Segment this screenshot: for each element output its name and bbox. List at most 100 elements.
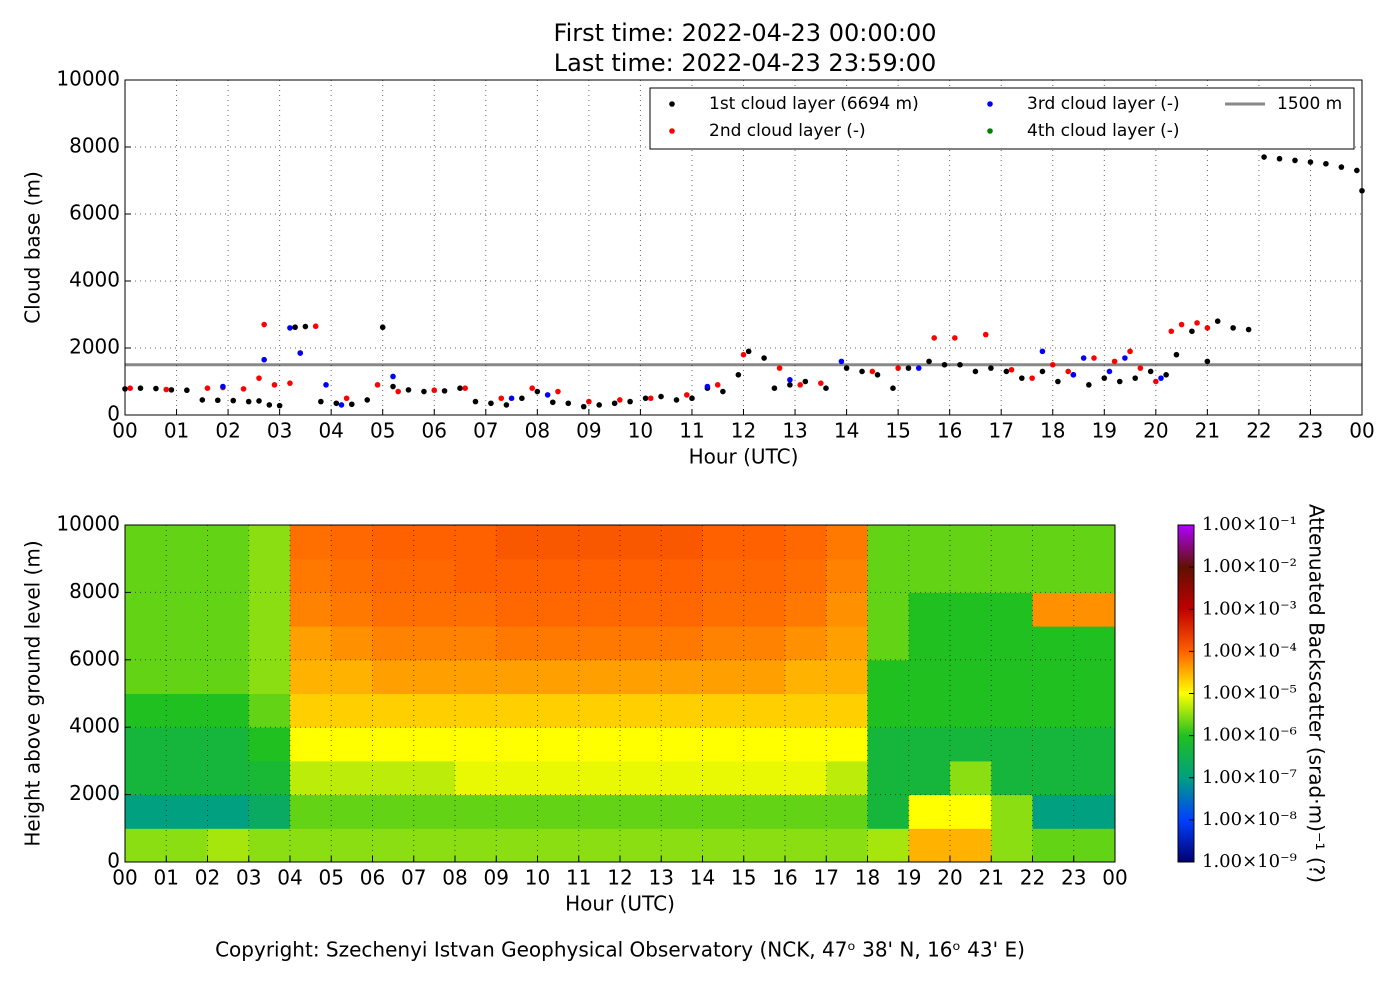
heatmap-cell	[578, 626, 621, 661]
x-tick-label: 08	[525, 419, 550, 443]
cloud-point	[292, 324, 298, 331]
heatmap-cell	[661, 592, 703, 627]
plot-frame	[124, 79, 1363, 416]
heatmap-cell	[950, 558, 992, 593]
heatmap-cell	[290, 693, 332, 728]
cloud-point	[549, 399, 556, 406]
x-tick-label: 14	[834, 419, 859, 443]
heatmap-cell	[1073, 760, 1116, 796]
heatmap-cell	[248, 525, 291, 560]
x-tick-label: 22	[1246, 419, 1271, 443]
heatmap-cell	[331, 525, 373, 560]
heatmap-cell	[661, 727, 703, 762]
x-tick-label: 17	[988, 419, 1013, 443]
cloud-point	[271, 382, 278, 388]
heatmap-cell	[1073, 626, 1116, 661]
x-tick-label: 16	[937, 419, 962, 443]
colorbar-tick-label: 1.00×10⁻⁸	[1202, 809, 1297, 830]
heatmap-cell	[991, 525, 1033, 560]
y-tick-label: 4000	[69, 714, 120, 738]
x-tick-label: 06	[422, 419, 447, 443]
heatmap-cell	[908, 693, 951, 728]
x-tick-label: 01	[154, 866, 179, 890]
cloud-point	[488, 400, 494, 407]
heatmap-cell	[991, 659, 1033, 694]
x-tick-label: 21	[1195, 419, 1220, 443]
heatmap-cell	[166, 828, 208, 863]
cloud-point	[127, 385, 133, 392]
colorbar-tick-label: 1.00×10⁻⁵	[1202, 683, 1297, 704]
heatmap-cell	[496, 727, 538, 762]
heatmap-cell	[867, 794, 910, 829]
heatmap-cell	[702, 693, 745, 728]
heatmap-cell	[867, 626, 910, 661]
heatmap-cell	[248, 794, 291, 829]
cloud-point	[714, 382, 721, 388]
heatmap-cell	[537, 659, 580, 694]
heatmap-cell	[826, 693, 868, 728]
x-tick-label: 23	[1298, 419, 1323, 443]
heatmap-cell	[207, 525, 250, 560]
cloud-point	[1178, 321, 1185, 328]
heatmap-cell	[413, 592, 456, 627]
heatmap-cell	[661, 693, 703, 728]
colorbar-label: Attenuated Backscatter (srad·m)⁻¹ (?)	[1305, 504, 1329, 883]
title-line: First time: 2022-04-23 00:00:00	[554, 19, 937, 47]
y-tick-label: 0	[107, 402, 120, 426]
legend-label: 2nd cloud layer (-)	[709, 121, 866, 141]
x-tick-label: 06	[360, 866, 385, 890]
heatmap-cell	[620, 794, 662, 829]
heatmap-cell	[166, 693, 208, 728]
heatmap-cell	[496, 659, 538, 694]
cloud-point	[374, 382, 381, 388]
colorbar-tick-label: 1.00×10⁻⁷	[1202, 767, 1297, 788]
heatmap-cell	[290, 558, 332, 593]
heatmap-cell	[620, 727, 662, 762]
cloud-point	[287, 380, 293, 386]
heatmap-cell	[743, 558, 786, 593]
heatmap-cell	[826, 794, 868, 829]
legend-marker	[987, 101, 993, 107]
legend: 1st cloud layer (6694 m) 2nd cloud layer …	[649, 87, 1355, 150]
cloud-point	[199, 397, 206, 403]
heatmap-cell	[290, 592, 332, 627]
heatmap-cell	[413, 626, 456, 661]
heatmap-cell	[125, 828, 167, 863]
heatmap-cell	[991, 828, 1033, 863]
heatmap-cell	[125, 626, 167, 661]
cloud-point	[1194, 320, 1200, 326]
heatmap-cell	[908, 794, 951, 829]
cloud-point	[611, 400, 618, 407]
x-tick-label: 08	[442, 866, 467, 890]
heatmap-cell	[372, 693, 415, 728]
y-tick-label: 4000	[69, 268, 120, 292]
heatmap-cell	[537, 558, 580, 593]
x-tick-label: 13	[782, 419, 807, 443]
legend-marker	[669, 128, 675, 134]
x-tick-label: 04	[318, 419, 343, 443]
heatmap-cell	[537, 592, 580, 627]
heatmap-cell	[1032, 558, 1075, 593]
cloud-point	[323, 382, 329, 388]
heatmap-cell	[207, 592, 250, 627]
cloud-point	[153, 385, 159, 392]
heatmap-cell	[826, 558, 868, 593]
heatmap-cell	[991, 558, 1033, 593]
heatmap-cell	[1073, 794, 1116, 829]
cloud-point	[261, 321, 267, 328]
heatmap-cell	[578, 760, 621, 796]
cloud-point	[220, 383, 226, 390]
heatmap-cell	[372, 659, 415, 694]
heatmap-cell	[867, 693, 910, 728]
heatmap-cell	[331, 659, 373, 694]
heatmap-cell	[785, 828, 827, 863]
cloud-point	[1070, 372, 1077, 378]
heatmap-cell	[166, 727, 208, 762]
heatmap-cell	[661, 760, 703, 796]
x-tick-label: 12	[731, 419, 756, 443]
heatmap-cell	[125, 760, 167, 796]
cloud-point	[689, 395, 695, 402]
cloud-point	[163, 386, 170, 393]
heatmap-cell	[455, 794, 497, 829]
heatmap-cell	[125, 592, 167, 627]
